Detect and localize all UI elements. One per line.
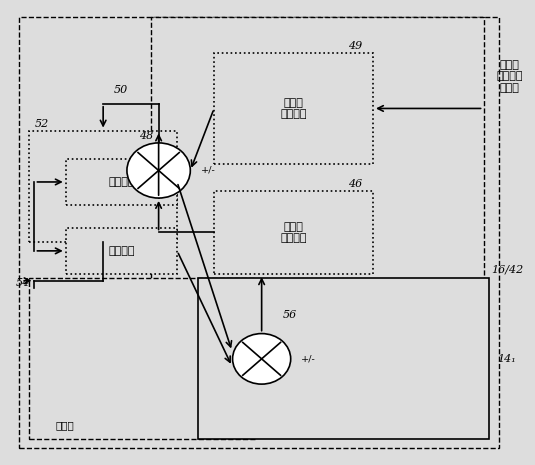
- Text: 右側車輪: 右側車輪: [109, 246, 135, 256]
- Circle shape: [127, 143, 190, 198]
- Bar: [66, 228, 177, 274]
- Bar: [29, 279, 256, 439]
- Text: 16/42: 16/42: [492, 264, 524, 274]
- Text: +/-: +/-: [301, 354, 316, 363]
- Text: 50: 50: [114, 85, 128, 95]
- Bar: [214, 53, 372, 164]
- Bar: [29, 132, 177, 242]
- Text: 46: 46: [348, 179, 362, 189]
- Text: 14₁: 14₁: [496, 354, 516, 364]
- Text: 54: 54: [16, 278, 30, 288]
- Text: +/-: +/-: [201, 166, 216, 175]
- Text: 所望の
設定速度
の入力: 所望の 設定速度 の入力: [496, 60, 523, 93]
- Text: 車両の
参照速度: 車両の 参照速度: [280, 222, 307, 243]
- Bar: [214, 191, 372, 274]
- Text: 52: 52: [34, 119, 49, 129]
- Bar: [198, 279, 489, 439]
- Text: 車両トルク
命令
（＋または～速度）: 車両トルク 命令 （＋または～速度）: [75, 172, 131, 201]
- Text: 左側車輪: 左側車輪: [109, 177, 135, 187]
- Circle shape: [233, 333, 291, 384]
- Text: 駅動軍: 駅動軍: [56, 421, 74, 430]
- Text: 49: 49: [348, 41, 362, 51]
- Bar: [66, 159, 177, 205]
- Bar: [151, 17, 484, 288]
- Text: 48: 48: [139, 131, 154, 140]
- Text: 所望の
設定速度: 所望の 設定速度: [280, 98, 307, 119]
- Text: 56: 56: [283, 310, 297, 320]
